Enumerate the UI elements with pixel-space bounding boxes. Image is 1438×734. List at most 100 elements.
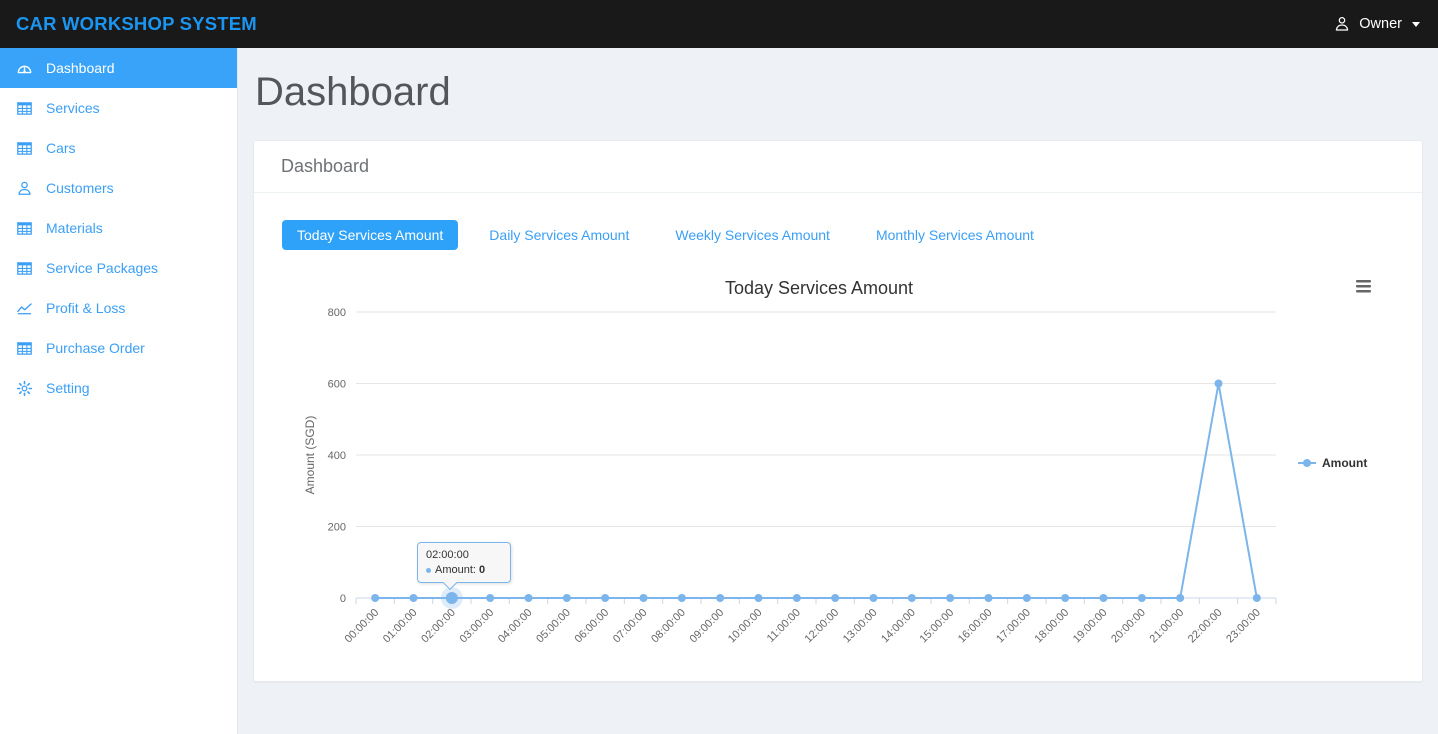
sidebar-item-setting[interactable]: Setting [0,368,237,408]
sidebar-item-service-packages[interactable]: Service Packages [0,248,237,288]
data-point[interactable] [524,594,533,602]
gear-icon [16,380,33,397]
x-axis-tick-label: 12:00:00 [803,607,842,646]
sidebar-item-services[interactable]: Services [0,88,237,128]
sidebar-item-label: Materials [46,220,103,236]
x-axis-tick-label: 17:00:00 [994,607,1033,646]
data-point[interactable] [907,594,916,602]
sidebar-item-customers[interactable]: Customers [0,168,237,208]
user-icon [16,180,33,197]
chart-tabs: Today Services Amount Daily Services Amou… [282,220,1394,250]
sidebar-item-label: Dashboard [46,60,115,76]
data-point[interactable] [1137,594,1146,602]
chart-menu-icon[interactable] [1356,280,1371,293]
data-point[interactable] [831,594,840,602]
data-point[interactable] [984,594,993,602]
table-icon [16,100,33,117]
sidebar-item-cars[interactable]: Cars [0,128,237,168]
data-point[interactable] [371,594,380,602]
x-axis-tick-label: 19:00:00 [1071,607,1110,646]
data-point[interactable] [562,594,571,602]
tab-daily-services-amount[interactable]: Daily Services Amount [474,220,644,250]
card-body: Today Services Amount Daily Services Amou… [254,193,1422,681]
table-icon [16,140,33,157]
y-axis-tick-label: 0 [340,593,346,605]
series-dot-icon [426,567,431,573]
sidebar-item-label: Services [46,100,100,116]
x-axis-tick-label: 03:00:00 [458,607,497,646]
table-icon [16,340,33,357]
page-title: Dashboard [255,70,451,114]
x-axis-tick-label: 21:00:00 [1148,607,1187,646]
x-axis-tick-label: 14:00:00 [879,607,918,646]
x-axis-tick-label: 23:00:00 [1224,607,1263,646]
x-axis-tick-label: 09:00:00 [688,607,727,646]
table-icon [16,260,33,277]
data-point[interactable] [677,594,686,602]
sidebar-item-dashboard[interactable]: Dashboard [0,48,237,88]
data-point[interactable] [946,594,955,602]
sidebar-item-materials[interactable]: Materials [0,208,237,248]
data-point[interactable] [445,592,458,604]
data-point[interactable] [716,594,725,602]
user-label: Owner [1359,16,1402,32]
sidebar-item-purchase-order[interactable]: Purchase Order [0,328,237,368]
series-line [374,382,1258,599]
sidebar-item-label: Customers [46,180,114,196]
data-point[interactable] [869,594,878,602]
data-point[interactable] [1099,594,1108,602]
y-axis-title: Amount (SGD) [303,416,317,495]
dashboard-card: Dashboard Today Services Amount Daily Ser… [253,140,1423,682]
chart-title: Today Services Amount [725,278,913,298]
tooltip-time: 02:00:00 [426,549,469,561]
table-icon [16,220,33,237]
tooltip-value: 0 [478,564,486,576]
main-content: Dashboard Dashboard Today Services Amoun… [238,48,1438,734]
sidebar-item-label: Service Packages [46,260,159,276]
x-axis-tick-label: 13:00:00 [841,607,880,646]
x-axis-tick-label: 20:00:00 [1109,607,1148,646]
chart: Today Services Amount Amount (SGD) 0 200 4… [282,267,1394,667]
data-point[interactable] [1176,594,1185,602]
data-point[interactable] [1252,594,1261,602]
x-axis-tick-label: 15:00:00 [918,607,957,646]
data-point[interactable] [409,594,418,602]
data-point[interactable] [601,594,610,602]
x-axis-tick-label: 01:00:00 [381,607,420,646]
sidebar-item-label: Cars [46,140,76,156]
data-point[interactable] [1061,594,1070,602]
sidebar: Dashboard Services Cars Customers Materials S… [0,48,238,734]
tab-monthly-services-amount[interactable]: Monthly Services Amount [861,220,1049,250]
tab-weekly-services-amount[interactable]: Weekly Services Amount [660,220,845,250]
top-navbar: CAR WORKSHOP SYSTEM Owner [0,0,1438,48]
legend-label[interactable]: Amount [1322,456,1367,470]
app-brand[interactable]: CAR WORKSHOP SYSTEM [16,13,257,34]
x-axis-tick-label: 22:00:00 [1186,607,1225,646]
x-axis-tick-label: 06:00:00 [573,607,612,646]
caret-down-icon [1412,21,1420,27]
y-axis-tick-label: 600 [328,379,346,391]
x-axis-tick-label: 02:00:00 [419,607,458,646]
x-axis-tick-label: 10:00:00 [726,607,765,646]
x-axis-tick-label: 08:00:00 [649,607,688,646]
y-axis-tick-label: 400 [328,450,346,462]
y-axis-tick-label: 200 [328,522,346,534]
sidebar-item-profit-loss[interactable]: Profit & Loss [0,288,237,328]
tooltip-value-row: Amount: 0 [426,564,502,576]
x-axis-tick-label: 05:00:00 [534,607,573,646]
data-point[interactable] [639,594,648,602]
data-point[interactable] [754,594,763,602]
x-axis-tick-label: 11:00:00 [765,607,803,645]
x-axis-tick-label: 00:00:00 [343,607,382,646]
x-axis-tick-label: 18:00:00 [1033,607,1072,646]
sidebar-item-label: Profit & Loss [46,300,126,316]
data-point[interactable] [1214,379,1223,388]
data-point[interactable] [1022,594,1031,602]
data-point[interactable] [486,594,495,602]
user-menu[interactable]: Owner [1333,15,1420,33]
data-point[interactable] [792,594,801,602]
sidebar-item-label: Setting [46,380,90,396]
legend-marker-icon [1303,459,1311,467]
tab-today-services-amount[interactable]: Today Services Amount [282,220,459,250]
